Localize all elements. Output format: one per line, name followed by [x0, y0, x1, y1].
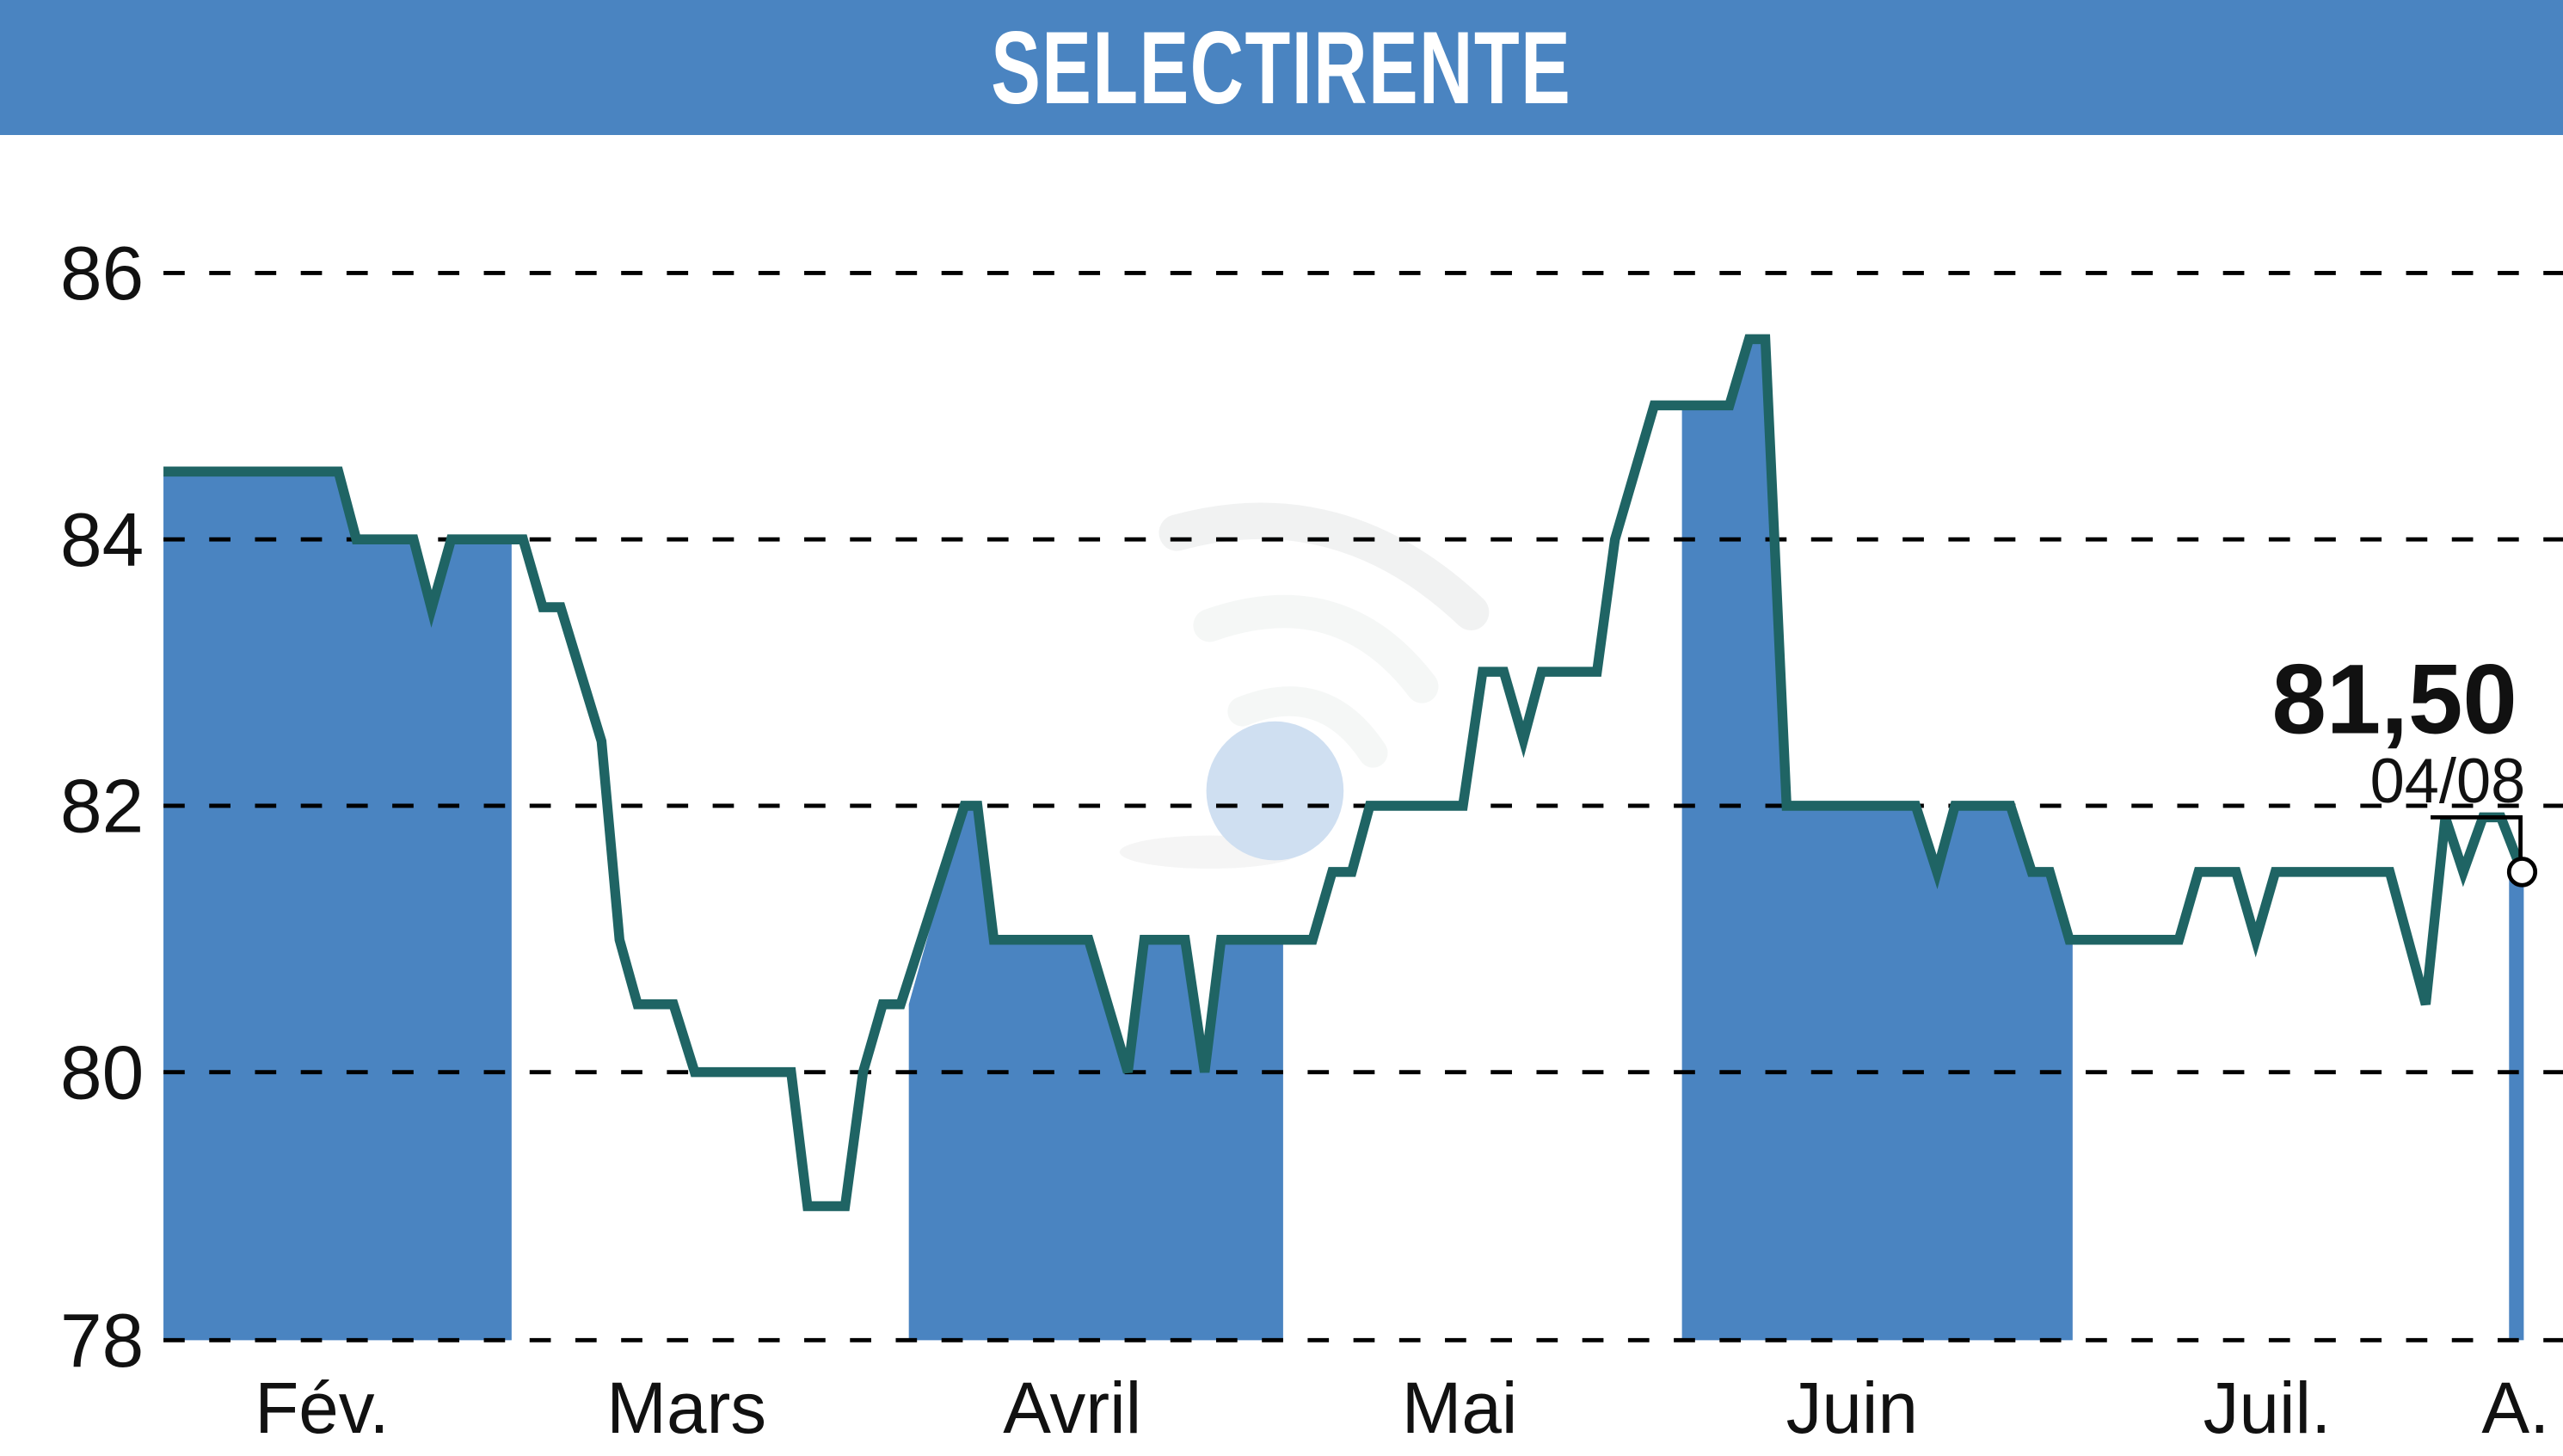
x-month-label: Juil.: [2203, 1367, 2332, 1449]
x-month-label: Fév.: [255, 1367, 389, 1449]
y-tick-label: 82: [60, 763, 144, 849]
last-value-annotation: 81,50 04/08: [2271, 644, 2538, 888]
x-month-label: Avril: [1003, 1367, 1141, 1449]
x-month-label: Juin: [1786, 1367, 1918, 1449]
gridlines: [163, 271, 2563, 1342]
y-tick-label: 78: [60, 1298, 144, 1384]
x-axis: Fév. Mars Avril Mai Juin Juil. A.: [255, 1367, 2549, 1449]
last-point-marker-icon: [2506, 857, 2538, 888]
x-month-label: Mai: [1402, 1367, 1518, 1449]
chart-title: SELECTIRENTE: [991, 9, 1572, 126]
shade-fev: [163, 475, 512, 1341]
price-line: [163, 334, 2527, 1212]
chart-header: SELECTIRENTE: [0, 0, 2563, 135]
y-axis: 86 84 82 80 78: [60, 230, 144, 1383]
annotation-leader: [2431, 814, 2523, 857]
watermark-logo-icon: [1119, 502, 1490, 869]
y-tick-label: 84: [60, 496, 144, 582]
x-month-label: A.: [2481, 1367, 2549, 1449]
last-value: 81,50: [2271, 644, 2517, 755]
month-shading: [163, 339, 2524, 1341]
shade-juin: [1681, 339, 2073, 1341]
last-date: 04/08: [2370, 746, 2526, 816]
x-month-label: Mars: [606, 1367, 766, 1449]
shade-aout: [2509, 871, 2524, 1341]
y-tick-label: 80: [60, 1029, 144, 1115]
y-tick-label: 86: [60, 230, 144, 316]
